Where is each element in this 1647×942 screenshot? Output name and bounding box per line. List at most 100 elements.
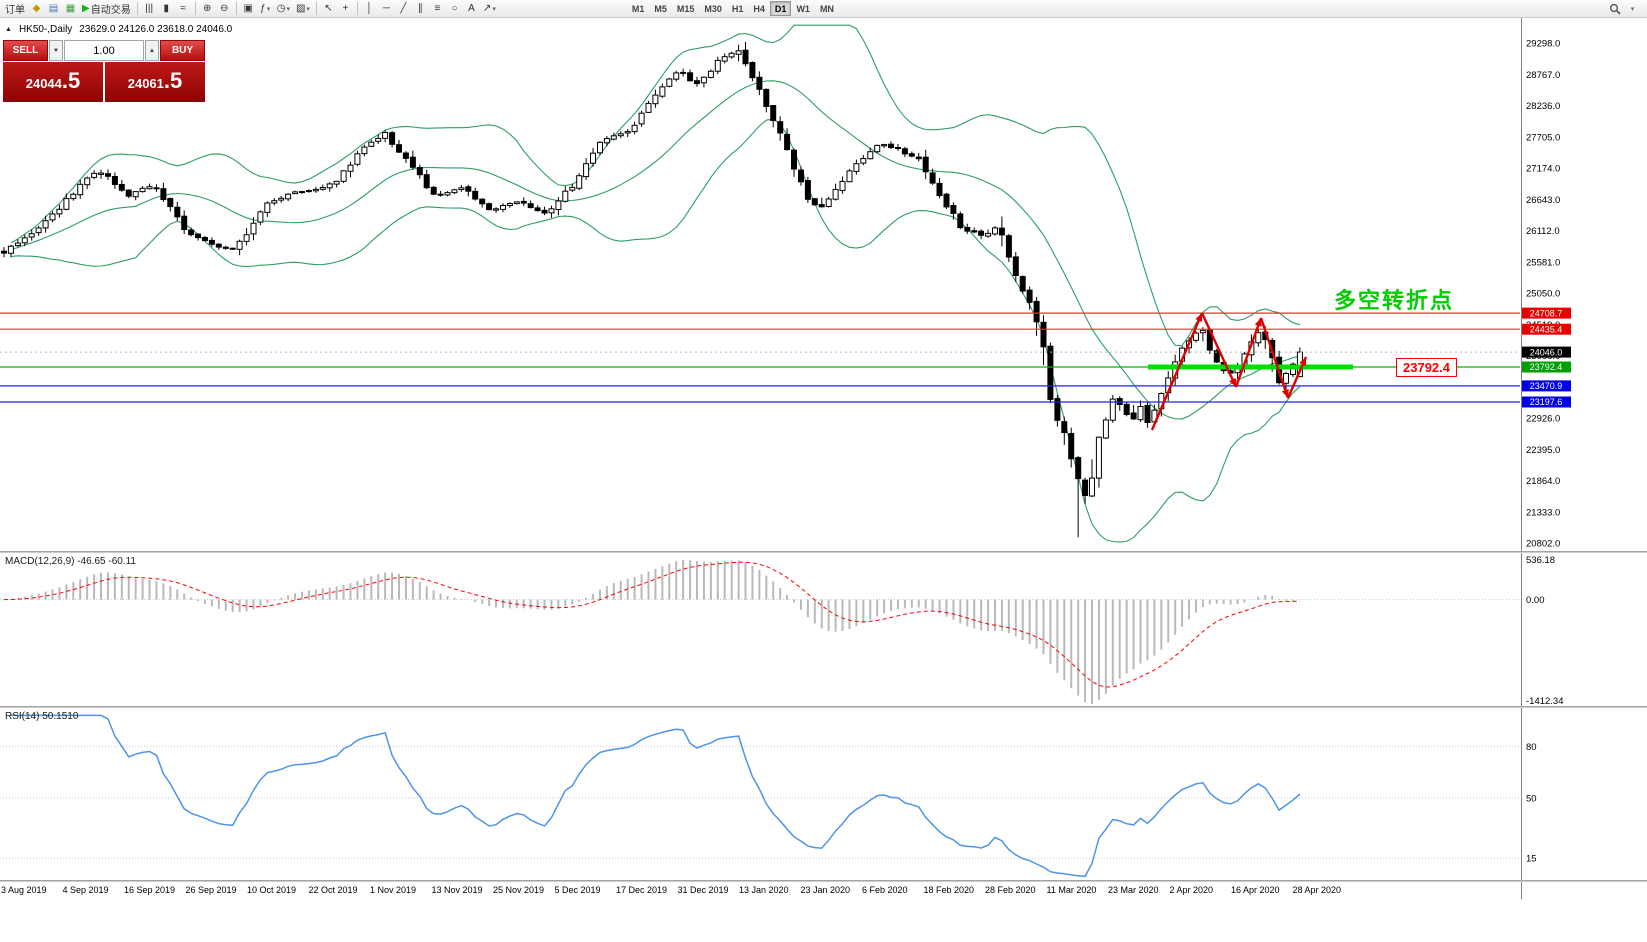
- periods-icon: ◷: [276, 2, 286, 14]
- zoom-out-button[interactable]: ⊖: [216, 1, 233, 17]
- market-watch-button[interactable]: ◆: [28, 1, 45, 17]
- toolbar-right-group: ▾: [1606, 1, 1641, 17]
- macd-indicator-label: MACD(12,26,9) -46.65 -60.11: [5, 556, 136, 567]
- main-chart[interactable]: 29298.0 28767.0 28236.0 27705.0 27174.0 26643…: [0, 18, 1647, 551]
- toolbar: 订单 ◆ ▤ ▦ ▶ 自动交易 ||| ▮ ≈ ⊕ ⊖ ▣ ƒ ▾ ◷ ▾ ▨ ▾ ↖ + │ ─ ╱ ∥ ≡ ○ A ↗ ▾…: [0, 0, 1647, 18]
- panel-separator[interactable]: [0, 880, 1647, 882]
- toolbar-options-button[interactable]: ▾: [1624, 1, 1641, 17]
- zoom-out-icon: ⊖: [220, 2, 229, 14]
- text-button[interactable]: A: [463, 1, 480, 17]
- data-window-button[interactable]: ▤: [45, 1, 62, 17]
- buy-price-decimal: .5: [163, 68, 183, 93]
- sell-button[interactable]: SELL: [3, 40, 48, 61]
- horizontal-line-icon: ─: [382, 2, 390, 14]
- price-axis-label: 28767.0: [1526, 70, 1560, 81]
- horizontal-line-button[interactable]: ─: [378, 1, 395, 17]
- price-axis-label: 29298.0: [1526, 39, 1560, 50]
- zoom-in-icon: ⊕: [203, 2, 212, 14]
- price-axis-border: [1521, 882, 1522, 899]
- vertical-line-button[interactable]: │: [361, 1, 378, 17]
- shapes-icon: ○: [451, 2, 458, 14]
- dropdown-caret-icon: ▾: [286, 5, 290, 13]
- time-axis-label: 10 Oct 2019: [247, 885, 297, 895]
- candlestick-chart-icon: ▮: [163, 2, 169, 14]
- timeframe-button-M15[interactable]: M15: [672, 1, 700, 16]
- panel-separator[interactable]: [0, 706, 1647, 708]
- timeframe-button-M1[interactable]: M1: [627, 1, 650, 16]
- price-axis-label: 21864.0: [1526, 476, 1560, 487]
- price-tag-23792.4: 23792.4: [1522, 361, 1571, 373]
- symbol-label: HK50-,Daily: [18, 24, 73, 35]
- buy-price-display[interactable]: 24061 .5: [105, 62, 205, 102]
- fibonacci-button[interactable]: ≡: [429, 1, 446, 17]
- zoom-in-button[interactable]: ⊕: [199, 1, 216, 17]
- indicators-button[interactable]: ƒ ▾: [257, 1, 274, 17]
- sell-price-display[interactable]: 24044 .5: [3, 62, 103, 102]
- cursor-icon: ↖: [324, 2, 333, 14]
- timeframe-button-H4[interactable]: H4: [748, 1, 770, 16]
- timeframe-button-H1[interactable]: H1: [727, 1, 749, 16]
- sell-price-main: 24044: [25, 76, 62, 91]
- zigzag-arrows[interactable]: [1150, 312, 1308, 431]
- dropdown-caret-icon: ▾: [1630, 5, 1635, 13]
- line-chart-icon: ≈: [180, 2, 186, 14]
- periods-button[interactable]: ◷ ▾: [274, 1, 293, 17]
- dropdown-caret-icon: ▾: [306, 5, 310, 13]
- timeframe-button-M5[interactable]: M5: [649, 1, 672, 16]
- search-button[interactable]: [1606, 1, 1624, 17]
- crosshair-icon: +: [342, 2, 349, 14]
- macd-histogram: [9, 560, 1301, 704]
- time-axis-label: 6 Feb 2020: [862, 885, 908, 895]
- volume-decrease-button[interactable]: ▼: [49, 40, 63, 61]
- timeframe-button-M30[interactable]: M30: [699, 1, 727, 16]
- candlestick-series[interactable]: [1, 41, 1303, 538]
- channel-button[interactable]: ∥: [412, 1, 429, 17]
- bar-chart-button[interactable]: |||: [141, 1, 158, 17]
- candlestick-chart-button[interactable]: ▮: [158, 1, 175, 17]
- rsi-panel[interactable]: 80 50 15: [0, 708, 1647, 880]
- timeframe-button-MN[interactable]: MN: [815, 1, 839, 16]
- time-axis[interactable]: 3 Aug 2019 4 Sep 2019 16 Sep 2019 26 Sep 20…: [0, 882, 1647, 899]
- panel-separator[interactable]: [0, 551, 1647, 553]
- time-axis-label: 2 Apr 2020: [1169, 885, 1214, 895]
- new-order-button[interactable]: 订单: [2, 1, 28, 17]
- macd-panel[interactable]: 536.18 0.00 -1412.34: [0, 553, 1647, 706]
- line-chart-button[interactable]: ≈: [175, 1, 192, 17]
- shapes-button[interactable]: ○: [446, 1, 463, 17]
- price-axis-label: 22926.0: [1526, 414, 1560, 425]
- volume-increase-button[interactable]: ▲: [145, 40, 159, 61]
- time-axis-label: 23 Mar 2020: [1108, 885, 1159, 895]
- price-axis-label: 26112.0: [1526, 226, 1560, 237]
- trendline-button[interactable]: ╱: [395, 1, 412, 17]
- autotrading-button[interactable]: ▶ 自动交易: [79, 1, 134, 17]
- bar-chart-icon: |||: [145, 2, 154, 14]
- arrows-button[interactable]: ↗ ▾: [480, 1, 499, 17]
- templates-button[interactable]: ▨ ▾: [293, 1, 313, 17]
- support-price-annotation[interactable]: 23792.4: [1396, 358, 1457, 377]
- tile-windows-button[interactable]: ▣: [240, 1, 257, 17]
- volume-input[interactable]: [64, 40, 144, 61]
- one-click-toggle-icon[interactable]: ▲: [5, 26, 12, 33]
- turning-point-annotation[interactable]: 多空转折点: [1334, 288, 1455, 313]
- time-axis-label: 23 Jan 2020: [800, 885, 851, 895]
- time-axis-label: 13 Nov 2019: [431, 885, 483, 895]
- time-axis-label: 16 Sep 2019: [124, 885, 176, 895]
- timeframe-button-W1[interactable]: W1: [791, 1, 815, 16]
- toolbar-separator: [136, 2, 138, 15]
- templates-icon: ▨: [295, 2, 306, 14]
- macd-axis-label: 536.18: [1526, 555, 1555, 566]
- timeframe-button-D1[interactable]: D1: [769, 1, 792, 16]
- price-axis-label: 27705.0: [1526, 132, 1560, 143]
- cursor-button[interactable]: ↖: [320, 1, 337, 17]
- price-tag-23197.6: 23197.6: [1522, 396, 1571, 408]
- time-axis-label: 1 Nov 2019: [370, 885, 417, 895]
- one-click-trading-panel: SELL ▼ ▲ BUY 24044 .5 24061 .5: [3, 40, 205, 102]
- navigator-button[interactable]: ▦: [62, 1, 79, 17]
- text-icon: A: [468, 2, 475, 14]
- time-axis-label: 5 Dec 2019: [554, 885, 601, 895]
- crosshair-button[interactable]: +: [337, 1, 354, 17]
- dropdown-caret-icon: ▾: [266, 5, 271, 13]
- price-tag-text: 24708.7: [1530, 308, 1563, 318]
- buy-button[interactable]: BUY: [160, 40, 205, 61]
